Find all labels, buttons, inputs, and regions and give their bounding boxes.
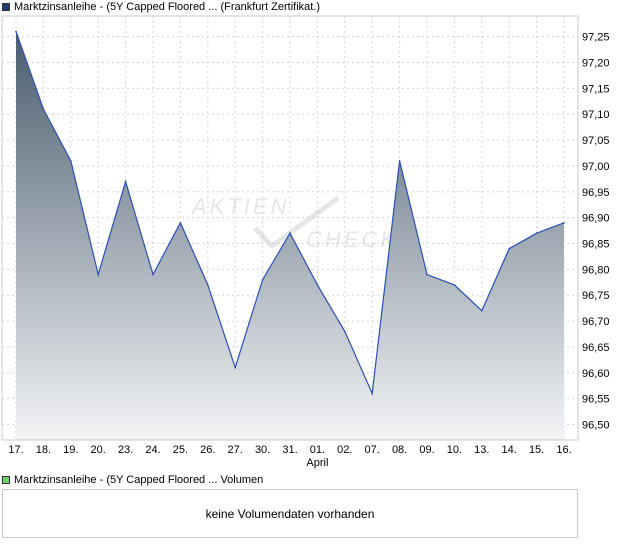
y-tick-label: 97,00 bbox=[582, 161, 610, 173]
price-point bbox=[289, 232, 291, 234]
y-tick-label: 96,90 bbox=[582, 213, 610, 225]
y-axis: 97,25 97,20 97,15 97,10 97,05 97,00 96,95 96,90… bbox=[582, 32, 610, 432]
x-month-label: April bbox=[306, 457, 328, 469]
y-tick-label: 96,70 bbox=[582, 316, 610, 328]
volume-panel: keine Volumendaten vorhanden bbox=[2, 489, 578, 538]
x-tick-label: 09. bbox=[419, 444, 434, 456]
x-tick-label: 02. bbox=[337, 444, 352, 456]
watermark-line2: CHECK bbox=[306, 227, 398, 252]
x-tick-label: 14. bbox=[502, 444, 517, 456]
price-point bbox=[398, 159, 401, 162]
y-tick-label: 96,75 bbox=[582, 290, 610, 302]
x-tick-label: 24. bbox=[145, 444, 160, 456]
volume-legend-label: Marktzinsanleihe - (5Y Capped Floored ..… bbox=[14, 474, 264, 486]
x-tick-label: 13. bbox=[474, 444, 489, 456]
x-tick-label: 07. bbox=[365, 444, 380, 456]
price-area bbox=[16, 31, 564, 440]
price-chart: AKTIEN CHECK 97,2597,2097,1597,1097,0597… bbox=[1, 15, 610, 469]
price-points bbox=[15, 30, 565, 395]
price-point bbox=[152, 273, 154, 276]
x-tick-label: 20. bbox=[91, 444, 106, 456]
x-tick-label: 01. bbox=[310, 444, 325, 456]
price-point bbox=[42, 108, 45, 110]
x-tick-label: 26. bbox=[200, 444, 215, 456]
price-point bbox=[97, 273, 99, 276]
price-legend-label: Marktzinsanleihe - (5Y Capped Floored ..… bbox=[14, 1, 321, 13]
y-tick-label: 97,25 bbox=[582, 32, 610, 44]
x-tick-label: 31. bbox=[282, 444, 297, 456]
volume-empty-message: keine Volumendaten vorhanden bbox=[205, 506, 375, 521]
x-tick-label: 19. bbox=[63, 444, 78, 456]
price-point bbox=[508, 247, 511, 250]
x-tick-label: 16. bbox=[556, 444, 571, 456]
watermark-line1: AKTIEN bbox=[190, 194, 289, 219]
price-point bbox=[426, 273, 428, 276]
x-tick-label: 15. bbox=[529, 444, 544, 456]
x-tick-label: 18. bbox=[36, 444, 51, 456]
y-tick-label: 97,20 bbox=[582, 58, 610, 70]
y-tick-label: 96,80 bbox=[582, 264, 610, 276]
price-point bbox=[535, 232, 538, 234]
price-point bbox=[344, 330, 346, 333]
price-point bbox=[15, 30, 17, 33]
price-point bbox=[371, 392, 374, 395]
price-point bbox=[234, 366, 236, 369]
x-tick-label: 27. bbox=[228, 444, 243, 456]
price-point bbox=[481, 309, 483, 312]
y-tick-label: 96,50 bbox=[582, 419, 610, 431]
price-point bbox=[207, 284, 209, 286]
x-tick-label: 23. bbox=[118, 444, 133, 456]
price-point bbox=[261, 278, 264, 281]
volume-legend: Marktzinsanleihe - (5Y Capped Floored ..… bbox=[2, 473, 263, 487]
y-tick-label: 96,55 bbox=[582, 394, 610, 406]
watermark: AKTIEN CHECK bbox=[190, 194, 398, 252]
x-axis: 17. 18. 19. 20. 23. 24. 25. 26. 27. 30. 31. 01.Apri… bbox=[8, 444, 571, 469]
watermark-check-icon bbox=[253, 195, 340, 250]
plot-frame bbox=[1, 15, 579, 441]
y-tick-label: 97,05 bbox=[582, 135, 610, 147]
x-tick-label: 25. bbox=[173, 444, 188, 456]
volume-legend-swatch bbox=[2, 476, 10, 484]
y-tick-label: 97,15 bbox=[582, 83, 610, 95]
price-point bbox=[124, 180, 127, 183]
price-point bbox=[316, 284, 319, 286]
price-legend: Marktzinsanleihe - (5Y Capped Floored ..… bbox=[2, 0, 320, 14]
y-tick-label: 97,10 bbox=[582, 109, 610, 121]
y-tick-label: 96,65 bbox=[582, 342, 610, 354]
x-tick-label: 10. bbox=[447, 444, 462, 456]
x-tick-label: 17. bbox=[8, 444, 23, 456]
y-tick-label: 96,60 bbox=[582, 368, 610, 380]
x-tick-label: 30. bbox=[255, 444, 270, 456]
price-point bbox=[70, 159, 72, 162]
price-legend-swatch bbox=[2, 3, 10, 11]
price-point bbox=[453, 284, 456, 286]
price-point bbox=[179, 222, 182, 224]
y-tick-label: 96,95 bbox=[582, 187, 610, 199]
y-tick-label: 96,85 bbox=[582, 239, 610, 251]
price-point bbox=[563, 222, 565, 224]
x-tick-label: 08. bbox=[392, 444, 407, 456]
